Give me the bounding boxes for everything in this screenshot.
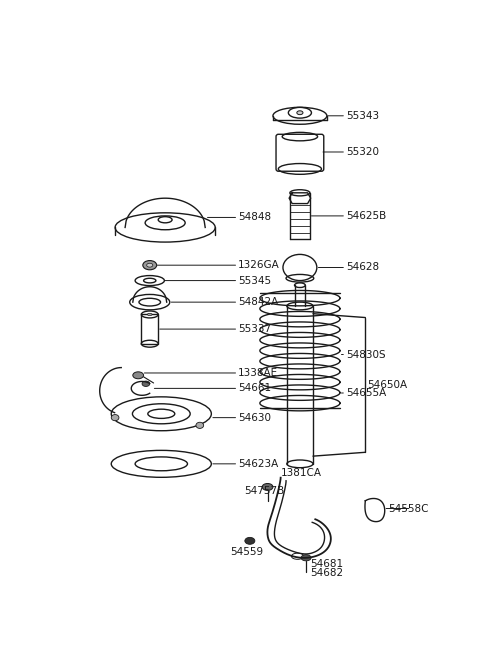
Ellipse shape bbox=[301, 555, 311, 561]
Ellipse shape bbox=[297, 111, 303, 114]
Ellipse shape bbox=[262, 484, 273, 490]
Text: 54848: 54848 bbox=[207, 212, 271, 223]
Text: 54682: 54682 bbox=[310, 568, 343, 578]
Text: 55345: 55345 bbox=[165, 275, 271, 286]
Text: 54625B: 54625B bbox=[312, 211, 386, 221]
Text: 54661: 54661 bbox=[155, 384, 271, 394]
Text: 54628: 54628 bbox=[318, 263, 379, 273]
Ellipse shape bbox=[133, 372, 144, 378]
Text: 54681: 54681 bbox=[310, 559, 343, 569]
Text: 1338AE: 1338AE bbox=[144, 368, 278, 378]
Text: 1326GA: 1326GA bbox=[157, 260, 280, 270]
Text: 55337: 55337 bbox=[160, 324, 271, 334]
Bar bbox=[141, 315, 158, 344]
Text: 54842A: 54842A bbox=[171, 297, 278, 307]
Text: 54650A: 54650A bbox=[368, 380, 408, 390]
Text: 54558C: 54558C bbox=[386, 503, 429, 514]
Text: 54630: 54630 bbox=[213, 413, 271, 422]
Ellipse shape bbox=[196, 422, 204, 428]
Ellipse shape bbox=[143, 261, 156, 270]
Text: 54623A: 54623A bbox=[213, 459, 278, 469]
Text: 54655A: 54655A bbox=[341, 388, 386, 398]
Ellipse shape bbox=[142, 381, 150, 386]
Text: 55343: 55343 bbox=[328, 111, 379, 121]
Ellipse shape bbox=[111, 415, 119, 420]
Text: 1381CA: 1381CA bbox=[281, 468, 322, 478]
Ellipse shape bbox=[245, 537, 255, 544]
Text: 55320: 55320 bbox=[323, 147, 379, 157]
Text: 54559: 54559 bbox=[230, 547, 264, 557]
Text: 54757B: 54757B bbox=[244, 486, 284, 496]
Ellipse shape bbox=[147, 263, 153, 267]
Ellipse shape bbox=[147, 313, 152, 315]
Text: 54830S: 54830S bbox=[341, 350, 386, 359]
